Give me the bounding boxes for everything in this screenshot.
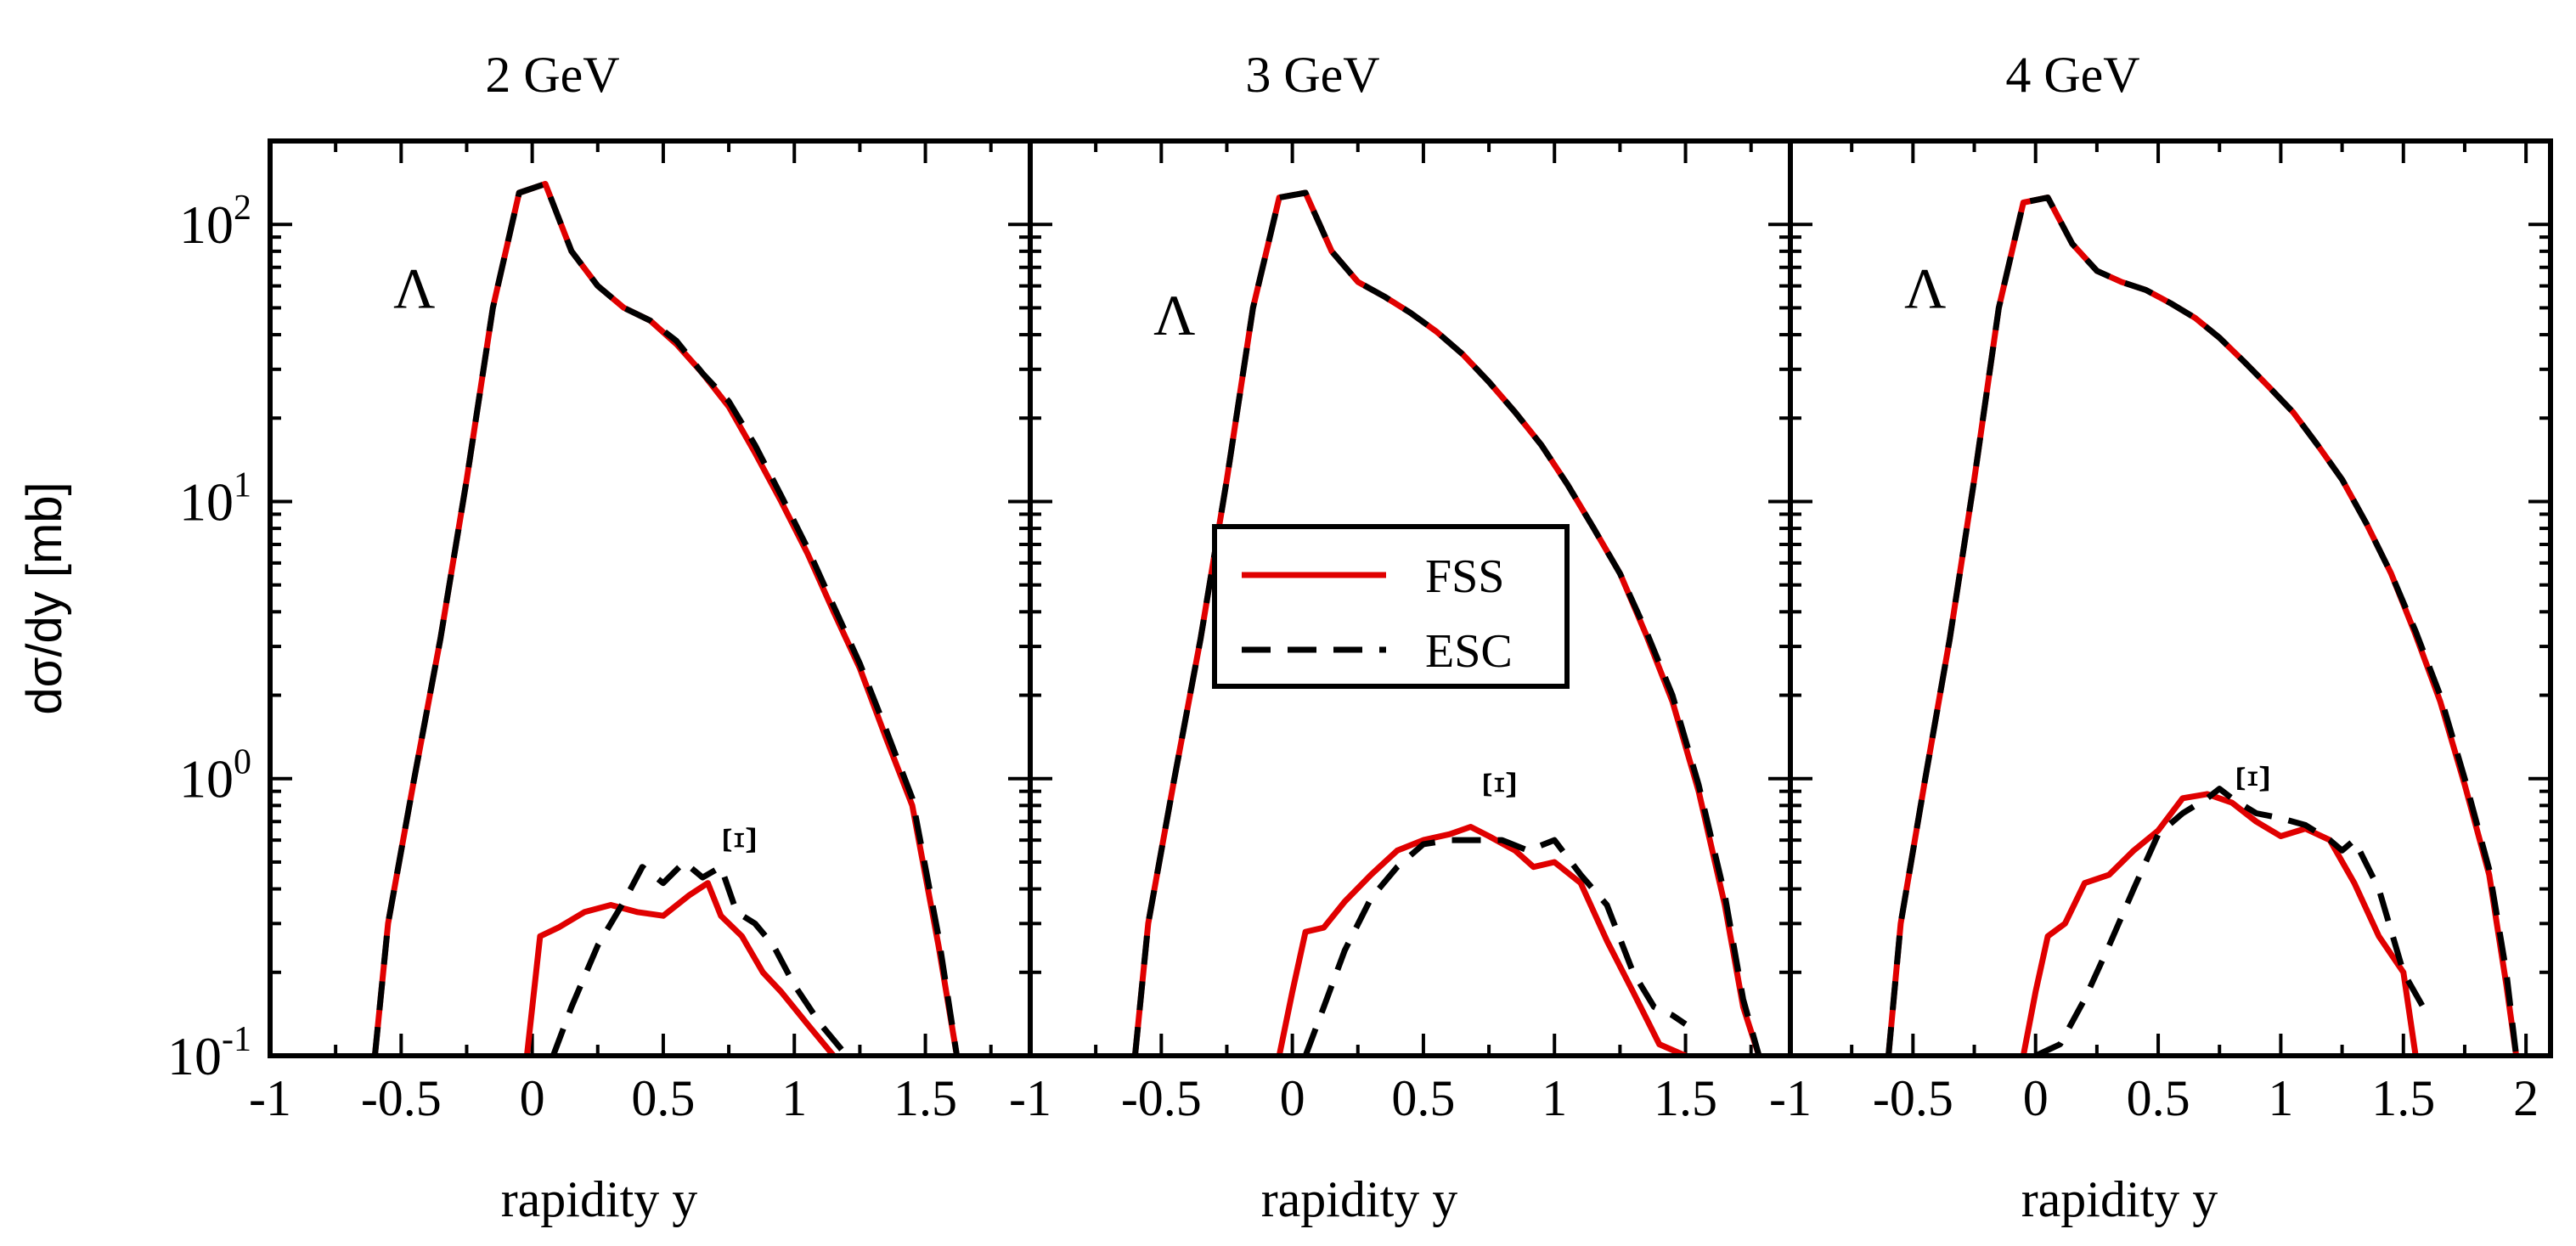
- x-tick-label: -0.5: [1121, 1070, 1202, 1126]
- lambda-annotation: Λ: [1904, 256, 1946, 320]
- y-tick-label: 100: [179, 743, 251, 809]
- esc-line-3: [550, 859, 849, 1056]
- x-tick-label: 1: [2268, 1070, 2293, 1126]
- y-tick-exponent: 2: [234, 189, 251, 228]
- y-tick-exponent: 1: [234, 465, 251, 505]
- x-tick-label: -1: [1009, 1070, 1051, 1126]
- panel-1: 2 GeV -1 -0.5 0 0.5 1 1.5 rapidity y Λ Ξ: [249, 47, 1033, 1227]
- esc-line-3: [1302, 837, 1688, 1056]
- x-tick-label: 0: [1280, 1070, 1305, 1126]
- esc-line-3: [2034, 786, 2426, 1056]
- legend-label-esc: ESC: [1425, 625, 1513, 678]
- panel-3: 4 GeV -1 -0.5 0 0.5 1 1.5 2 rapidity y Λ Ξ: [1769, 47, 2553, 1227]
- fss-line-2: [1276, 824, 1688, 1056]
- y-axis-label: dσ/dy [mb]: [17, 482, 72, 714]
- y-tick-label: 10-1: [167, 1020, 251, 1086]
- y-tick-label: 101: [179, 465, 251, 532]
- x-tick-label: 0: [520, 1070, 545, 1126]
- x-tick-label: 0.5: [2127, 1070, 2190, 1126]
- x-tick-label: -0.5: [361, 1070, 442, 1126]
- x-tick-label: 0: [2023, 1070, 2049, 1126]
- xi-annotation: Ξ: [713, 825, 766, 855]
- x-tick-label: 2: [2513, 1070, 2539, 1126]
- y-tick-base: 10: [179, 749, 234, 809]
- esc-line-1: [371, 181, 961, 1056]
- y-axis-label-rest: /dy [mb]: [17, 482, 72, 657]
- lambda-annotation: Λ: [393, 256, 435, 320]
- esc-line-1: [1885, 195, 2520, 1056]
- xi-annotation: Ξ: [1474, 770, 1526, 800]
- x-tick-label: 1.5: [2371, 1070, 2435, 1126]
- x-tick-label: -1: [249, 1070, 291, 1126]
- fss-line-2: [2020, 791, 2419, 1056]
- panel-frame: [268, 138, 1033, 1058]
- lambda-annotation: Λ: [1153, 283, 1195, 347]
- x-tick-label: -1: [1769, 1070, 1812, 1126]
- x-tick-label: 1: [781, 1070, 807, 1126]
- y-tick-base: 10: [179, 195, 234, 255]
- y-tick-exponent: 0: [234, 743, 251, 782]
- y-tick-base: 10: [167, 1026, 222, 1086]
- fss-line-2: [523, 880, 837, 1056]
- series-group: [1885, 195, 2520, 1056]
- xi-annotation: Ξ: [2227, 764, 2280, 794]
- y-axis-label-sigma: σ: [17, 657, 72, 688]
- fss-line-0: [1885, 195, 2520, 1056]
- x-tick-label: 1: [1542, 1070, 1567, 1126]
- x-axis-label: rapidity y: [2021, 1171, 2218, 1227]
- y-tick-exponent: -1: [222, 1020, 251, 1059]
- y-tick-base: 10: [179, 471, 234, 532]
- x-tick-label: 0.5: [631, 1070, 695, 1126]
- x-tick-label: -0.5: [1873, 1070, 1953, 1126]
- esc-line-1: [1131, 189, 1762, 1056]
- x-tick-label: 1.5: [893, 1070, 957, 1126]
- y-tick-label: 102: [179, 189, 251, 255]
- panel-frame: [1788, 138, 2553, 1058]
- panel-title: 4 GeV: [2005, 47, 2139, 103]
- series-group: [1131, 189, 1762, 1056]
- x-tick-label: 0.5: [1391, 1070, 1455, 1126]
- series-group: [371, 181, 961, 1056]
- legend-box: [1212, 524, 1570, 689]
- fss-line-0: [371, 181, 961, 1056]
- x-axis-label: rapidity y: [1261, 1171, 1458, 1227]
- x-axis-label: rapidity y: [501, 1171, 698, 1227]
- legend-label-fss: FSS: [1425, 550, 1504, 603]
- legend: FSS ESC: [1212, 524, 1570, 689]
- panel-title: 2 GeV: [485, 47, 619, 103]
- y-axis-label-d: d: [17, 687, 72, 714]
- x-tick-label: 1.5: [1654, 1070, 1717, 1126]
- panel-title: 3 GeV: [1245, 47, 1379, 103]
